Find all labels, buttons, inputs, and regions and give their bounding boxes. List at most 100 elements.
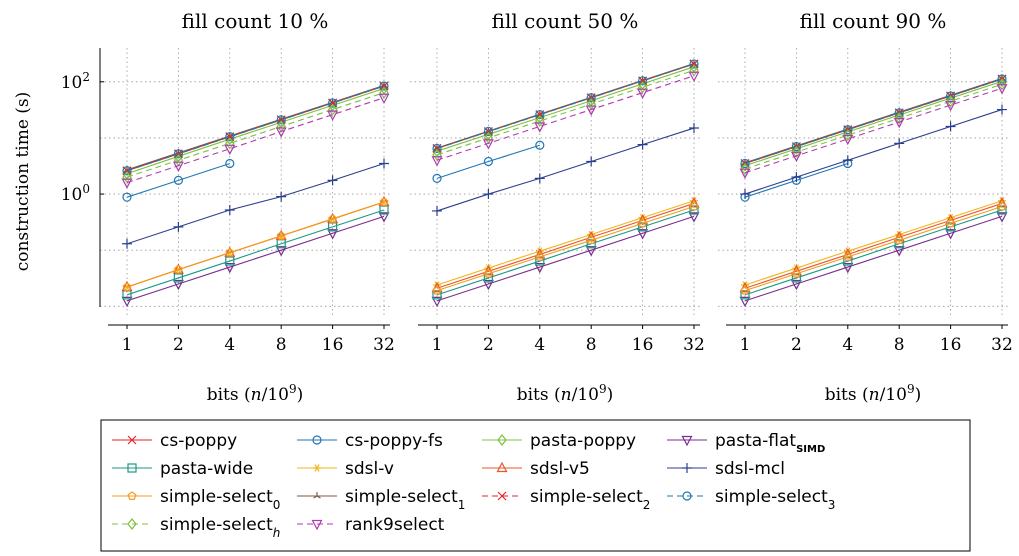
series-simple-select-h [740, 78, 1007, 175]
legend-label: pasta-flatSIMD [715, 431, 825, 455]
data-point [893, 246, 905, 257]
series-line [436, 205, 695, 292]
legend-swatch-marker [127, 435, 137, 445]
data-point [996, 212, 1008, 223]
data-point [122, 238, 132, 249]
legend-box [100, 419, 971, 552]
x-tick-label: 8 [586, 335, 597, 355]
data-point [225, 248, 235, 257]
data-point [121, 296, 133, 308]
data-point [637, 229, 649, 240]
chart-panel-3: 1 2 4 8 16 32 fill count 90 % bits (n/109) [718, 9, 1013, 405]
series-line [744, 202, 1003, 289]
data-point [894, 235, 904, 245]
data-point [894, 112, 904, 125]
data-point [586, 156, 597, 167]
legend-entry: pasta-flatSIMD [667, 431, 825, 455]
x-tick-label: 2 [483, 335, 494, 355]
series-line [436, 202, 695, 289]
legend-entry: simple-select1 [297, 487, 465, 512]
legend-entry: sdsl-v5 [482, 459, 590, 479]
data-point [689, 201, 699, 211]
data-point [379, 86, 389, 99]
series-line [744, 209, 1003, 296]
data-point [842, 155, 853, 166]
series-sdsl-v [433, 196, 698, 289]
data-point [740, 290, 750, 300]
data-point [997, 201, 1007, 211]
series-pasta-wide [432, 205, 699, 300]
y-tick-label: 102 [61, 70, 90, 93]
series-line [126, 87, 385, 175]
data-point [946, 218, 956, 228]
data-point [637, 81, 648, 94]
data-point [535, 252, 545, 261]
data-point [225, 137, 235, 150]
data-point [275, 127, 287, 138]
data-point [638, 218, 648, 228]
legend-label: cs-poppy [160, 431, 237, 451]
data-point [585, 246, 597, 257]
chart-panel-1: 1 2 4 8 16 32 100 102 fill count 10 % bits (n/109… [13, 9, 395, 405]
legend-swatch-marker [127, 518, 137, 530]
x-tick-label: 4 [842, 335, 853, 355]
legend-label: simple-select0 [160, 487, 280, 512]
data-point [432, 285, 442, 295]
x-tick-label: 1 [122, 335, 133, 355]
data-point [483, 156, 493, 167]
legend-label: pasta-wide [160, 459, 253, 479]
data-point [482, 279, 494, 291]
data-point [328, 98, 338, 108]
legend-label: sdsl-mcl [715, 459, 785, 479]
data-point [740, 158, 750, 169]
series-simple-select-0 [740, 201, 1007, 295]
series-sdsl-mcl [740, 104, 1007, 200]
series-line [126, 215, 385, 302]
legend-swatch-marker [497, 434, 507, 446]
legend-label: sdsl-v [345, 459, 394, 479]
panel-title: fill count 90 % [800, 9, 947, 33]
legend-swatch-marker [313, 492, 321, 499]
series-line [744, 205, 1003, 292]
data-point [843, 125, 853, 135]
series-sdsl-v [741, 196, 1006, 289]
series-line [126, 92, 385, 178]
data-point [432, 173, 442, 184]
data-point [790, 151, 802, 163]
series-rank9select [739, 84, 1008, 179]
data-point [997, 74, 1007, 84]
series-line [436, 63, 695, 149]
x-tick-label: 1 [740, 335, 751, 355]
series-pasta-wide [740, 205, 1007, 300]
series-cs-poppy-fs [432, 140, 545, 184]
data-point [586, 235, 596, 245]
data-point [791, 269, 801, 278]
legend-swatch-marker [496, 461, 508, 473]
series-simple-select-3 [432, 59, 699, 154]
legend-label: cs-poppy-fs [345, 431, 443, 451]
data-point [791, 172, 802, 183]
data-point [739, 168, 751, 179]
legend-label: simple-selecth [160, 515, 280, 540]
series-line [126, 97, 385, 184]
legend-entry: pasta-wide [112, 459, 253, 479]
legend-label: simple-select3 [715, 487, 835, 512]
series-sdsl-mcl [122, 158, 389, 249]
data-point [275, 246, 287, 257]
legend-label: pasta-poppy [530, 431, 636, 451]
x-axis-label: bits (n/109) [825, 382, 922, 405]
data-point [688, 71, 700, 83]
x-tick-label: 32 [373, 335, 395, 355]
series-line [126, 84, 385, 171]
series-line [744, 77, 1003, 164]
data-point [689, 59, 699, 69]
data-point [173, 264, 183, 274]
data-point [534, 262, 546, 274]
series-simple-select-1 [123, 81, 388, 173]
x-tick-label: 16 [940, 335, 962, 355]
series-line [126, 209, 385, 296]
x-tick-label: 16 [632, 335, 654, 355]
data-point [894, 108, 904, 118]
data-point [945, 101, 957, 112]
panel-title: fill count 10 % [182, 9, 329, 33]
